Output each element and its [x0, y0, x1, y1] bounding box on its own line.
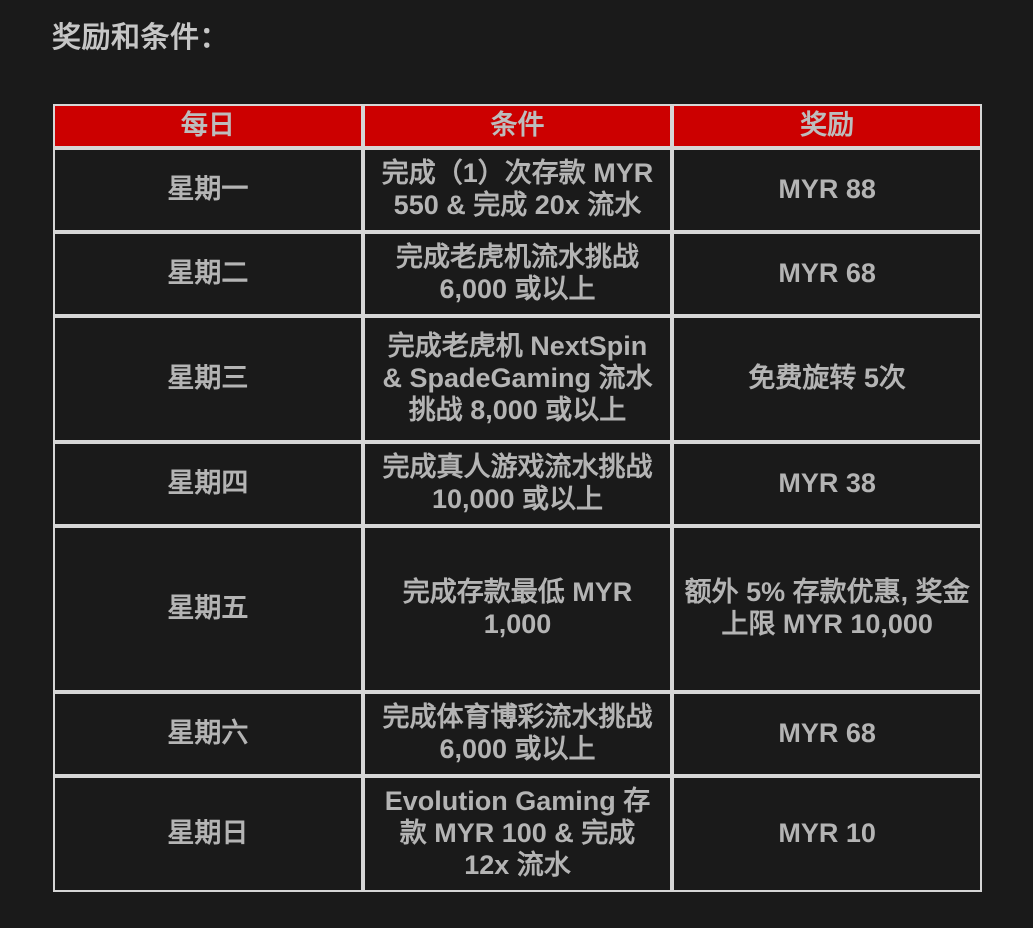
column-header-reward: 奖励: [672, 104, 982, 148]
rewards-table-container: 每日 条件 奖励 星期一 完成（1）次存款 MYR 550 & 完成 20x 流…: [53, 104, 982, 892]
cell-day: 星期二: [53, 232, 363, 316]
cell-reward: MYR 38: [672, 442, 982, 526]
cell-day: 星期五: [53, 526, 363, 692]
cell-condition: 完成存款最低 MYR 1,000: [362, 526, 673, 692]
column-header-day: 每日: [53, 104, 363, 148]
table-header-row: 每日 条件 奖励: [53, 104, 982, 148]
cell-reward: MYR 10: [672, 776, 982, 892]
table-row: 星期六 完成体育博彩流水挑战 6,000 或以上 MYR 68: [53, 692, 982, 776]
table-row: 星期二 完成老虎机流水挑战 6,000 或以上 MYR 68: [53, 232, 982, 316]
cell-reward: 免费旋转 5次: [672, 316, 982, 442]
cell-reward: 额外 5% 存款优惠, 奖金上限 MYR 10,000: [672, 526, 982, 692]
table-row: 星期四 完成真人游戏流水挑战 10,000 或以上 MYR 38: [53, 442, 982, 526]
cell-reward: MYR 68: [672, 692, 982, 776]
column-header-condition: 条件: [362, 104, 673, 148]
cell-day: 星期四: [53, 442, 363, 526]
table-body: 星期一 完成（1）次存款 MYR 550 & 完成 20x 流水 MYR 88 …: [53, 148, 982, 892]
rewards-table: 每日 条件 奖励 星期一 完成（1）次存款 MYR 550 & 完成 20x 流…: [53, 104, 982, 892]
cell-condition: 完成体育博彩流水挑战 6,000 或以上: [362, 692, 673, 776]
cell-reward: MYR 68: [672, 232, 982, 316]
cell-condition: 完成真人游戏流水挑战 10,000 或以上: [362, 442, 673, 526]
cell-condition: 完成老虎机 NextSpin & SpadeGaming 流水挑战 8,000 …: [362, 316, 673, 442]
cell-day: 星期三: [53, 316, 363, 442]
cell-day: 星期一: [53, 148, 363, 232]
cell-condition: Evolution Gaming 存款 MYR 100 & 完成 12x 流水: [362, 776, 673, 892]
table-row: 星期五 完成存款最低 MYR 1,000 额外 5% 存款优惠, 奖金上限 MY…: [53, 526, 982, 692]
table-row: 星期一 完成（1）次存款 MYR 550 & 完成 20x 流水 MYR 88: [53, 148, 982, 232]
cell-reward: MYR 88: [672, 148, 982, 232]
cell-day: 星期日: [53, 776, 363, 892]
table-header: 每日 条件 奖励: [53, 104, 982, 148]
table-row: 星期日 Evolution Gaming 存款 MYR 100 & 完成 12x…: [53, 776, 982, 892]
cell-day: 星期六: [53, 692, 363, 776]
page-title: 奖励和条件：: [52, 22, 230, 54]
cell-condition: 完成（1）次存款 MYR 550 & 完成 20x 流水: [362, 148, 673, 232]
cell-condition: 完成老虎机流水挑战 6,000 或以上: [362, 232, 673, 316]
table-row: 星期三 完成老虎机 NextSpin & SpadeGaming 流水挑战 8,…: [53, 316, 982, 442]
